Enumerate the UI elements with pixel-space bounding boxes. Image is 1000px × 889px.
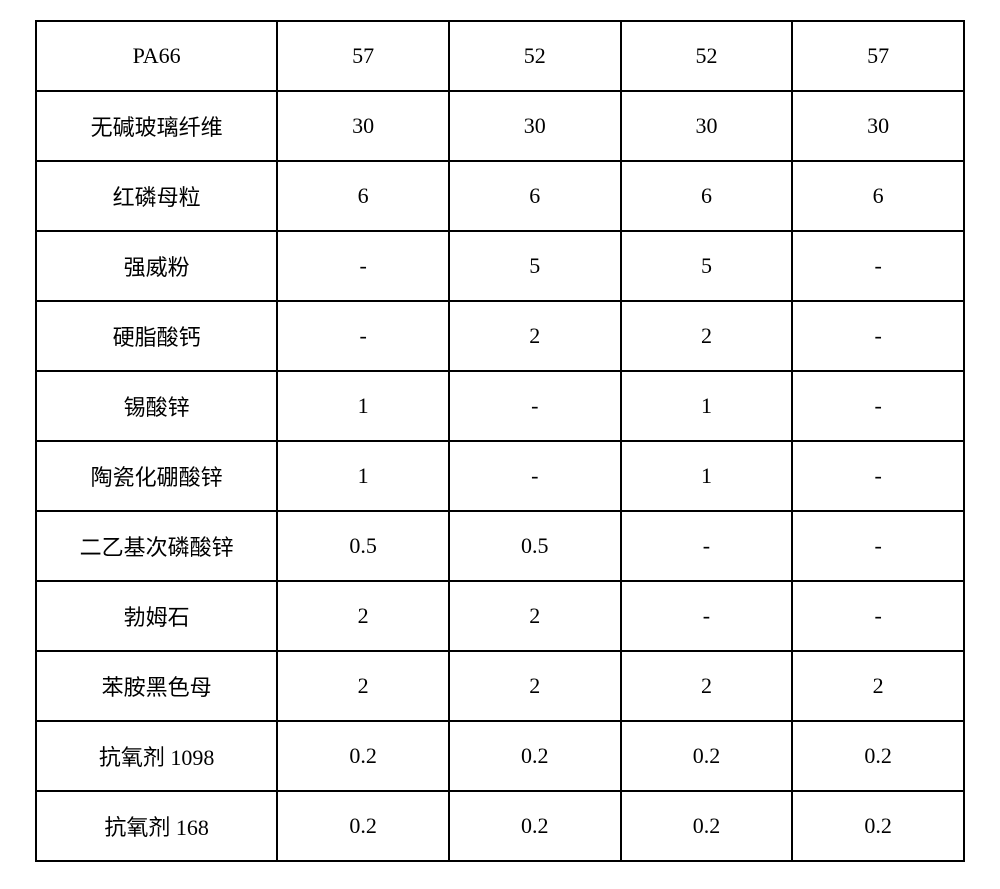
cell-value: 2 [449, 651, 621, 721]
row-label: 勃姆石 [36, 581, 277, 651]
cell-value: 30 [792, 91, 964, 161]
cell-value: 0.2 [277, 791, 449, 861]
cell-value: 1 [621, 371, 793, 441]
row-label: 锡酸锌 [36, 371, 277, 441]
row-label: PA66 [36, 21, 277, 91]
table-row: 勃姆石 2 2 - - [36, 581, 964, 651]
cell-value: - [277, 301, 449, 371]
table-row: PA66 57 52 52 57 [36, 21, 964, 91]
row-label: 强威粉 [36, 231, 277, 301]
row-label: 苯胺黑色母 [36, 651, 277, 721]
cell-value: 6 [792, 161, 964, 231]
table-row: 陶瓷化硼酸锌 1 - 1 - [36, 441, 964, 511]
cell-value: 2 [621, 301, 793, 371]
cell-value: 2 [277, 651, 449, 721]
cell-value: 52 [621, 21, 793, 91]
cell-value: 30 [277, 91, 449, 161]
cell-value: 2 [449, 301, 621, 371]
row-label: 抗氧剂 1098 [36, 721, 277, 791]
row-label: 陶瓷化硼酸锌 [36, 441, 277, 511]
cell-value: 0.2 [792, 721, 964, 791]
cell-value: - [792, 231, 964, 301]
cell-value: 6 [277, 161, 449, 231]
cell-value: - [621, 581, 793, 651]
cell-value: 30 [621, 91, 793, 161]
cell-value: 57 [792, 21, 964, 91]
table-row: 二乙基次磷酸锌 0.5 0.5 - - [36, 511, 964, 581]
cell-value: 0.2 [449, 791, 621, 861]
cell-value: 2 [792, 651, 964, 721]
table-row: 锡酸锌 1 - 1 - [36, 371, 964, 441]
cell-value: 2 [621, 651, 793, 721]
cell-value: 1 [277, 371, 449, 441]
cell-value: - [449, 371, 621, 441]
table-row: 抗氧剂 1098 0.2 0.2 0.2 0.2 [36, 721, 964, 791]
cell-value: 30 [449, 91, 621, 161]
cell-value: 1 [621, 441, 793, 511]
cell-value: - [449, 441, 621, 511]
cell-value: 0.2 [792, 791, 964, 861]
cell-value: - [621, 511, 793, 581]
cell-value: 2 [449, 581, 621, 651]
cell-value: 2 [277, 581, 449, 651]
cell-value: 57 [277, 21, 449, 91]
row-label: 红磷母粒 [36, 161, 277, 231]
row-label: 抗氧剂 168 [36, 791, 277, 861]
cell-value: - [277, 231, 449, 301]
cell-value: 6 [449, 161, 621, 231]
data-table: PA66 57 52 52 57 无碱玻璃纤维 30 30 30 30 红磷母粒… [35, 20, 965, 862]
cell-value: 52 [449, 21, 621, 91]
cell-value: 0.2 [277, 721, 449, 791]
table-row: 红磷母粒 6 6 6 6 [36, 161, 964, 231]
row-label: 无碱玻璃纤维 [36, 91, 277, 161]
cell-value: - [792, 441, 964, 511]
table-body: PA66 57 52 52 57 无碱玻璃纤维 30 30 30 30 红磷母粒… [36, 21, 964, 861]
cell-value: 0.2 [449, 721, 621, 791]
cell-value: 1 [277, 441, 449, 511]
cell-value: 0.5 [449, 511, 621, 581]
table-row: 强威粉 - 5 5 - [36, 231, 964, 301]
cell-value: 5 [621, 231, 793, 301]
row-label: 二乙基次磷酸锌 [36, 511, 277, 581]
table-row: 苯胺黑色母 2 2 2 2 [36, 651, 964, 721]
row-label: 硬脂酸钙 [36, 301, 277, 371]
table-row: 无碱玻璃纤维 30 30 30 30 [36, 91, 964, 161]
cell-value: 5 [449, 231, 621, 301]
cell-value: - [792, 371, 964, 441]
cell-value: - [792, 301, 964, 371]
cell-value: - [792, 511, 964, 581]
table-row: 抗氧剂 168 0.2 0.2 0.2 0.2 [36, 791, 964, 861]
cell-value: 6 [621, 161, 793, 231]
table-row: 硬脂酸钙 - 2 2 - [36, 301, 964, 371]
cell-value: 0.5 [277, 511, 449, 581]
cell-value: 0.2 [621, 791, 793, 861]
cell-value: 0.2 [621, 721, 793, 791]
cell-value: - [792, 581, 964, 651]
